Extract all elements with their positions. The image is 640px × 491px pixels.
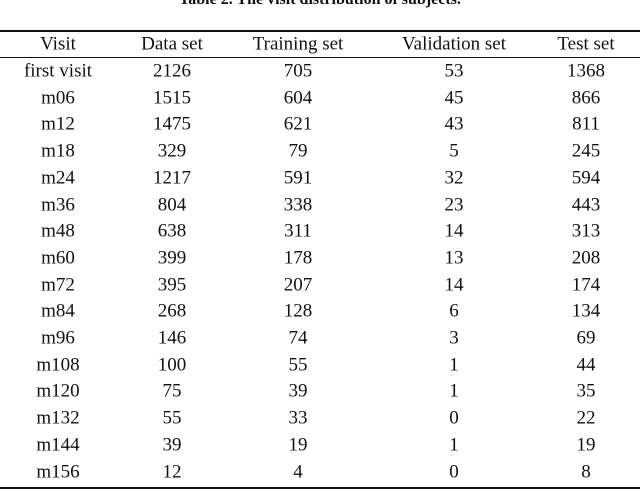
table-caption: Table 2. The visit distribution of subje… — [0, 0, 640, 9]
row-label: m12 — [41, 113, 75, 135]
header-rule — [0, 57, 640, 58]
table-cell: 1368 — [567, 60, 605, 82]
table-cell: 1 — [449, 380, 459, 402]
table-cell: 0 — [449, 407, 459, 429]
table-cell: 100 — [157, 354, 187, 376]
table-cell: 128 — [283, 300, 313, 322]
table-cell: 22 — [576, 407, 596, 429]
table-cell: 1 — [449, 434, 459, 456]
table-cell: 399 — [157, 247, 187, 269]
table-cell: 594 — [571, 167, 601, 189]
table-cell: 443 — [571, 194, 601, 215]
row-label: first visit — [23, 60, 93, 82]
column-header: Test set — [557, 33, 615, 55]
table-cell: 19 — [576, 434, 596, 456]
table-cell: 268 — [157, 300, 187, 322]
bottom-rule — [0, 487, 640, 489]
table-cell: 638 — [157, 220, 187, 242]
table-cell: 207 — [283, 274, 313, 296]
table-cell: 1475 — [153, 113, 191, 135]
table-cell: 591 — [283, 167, 313, 189]
table-cell: 44 — [576, 354, 596, 376]
table-cell: 174 — [571, 274, 601, 296]
row-label: m156 — [36, 461, 80, 482]
table-cell: 1515 — [153, 87, 191, 109]
row-label: m84 — [41, 300, 75, 322]
row-label: m72 — [41, 274, 75, 296]
row-label: m06 — [41, 87, 75, 109]
row-label: m120 — [36, 380, 80, 402]
table-cell: 1 — [449, 354, 459, 376]
table-cell: 6 — [449, 300, 459, 322]
table-cell: 12 — [162, 461, 182, 482]
table-cell: 178 — [283, 247, 313, 269]
table-cell: 35 — [576, 380, 596, 402]
table-cell: 395 — [157, 274, 187, 296]
column-header: Visit — [40, 33, 76, 55]
table-cell: 55 — [288, 354, 308, 376]
table-cell: 134 — [571, 300, 601, 322]
table-cell: 43 — [444, 113, 464, 135]
table-cell: 32 — [444, 167, 464, 189]
table-cell: 811 — [572, 113, 600, 135]
table-cell: 208 — [571, 247, 601, 269]
table-cell: 33 — [288, 407, 308, 429]
table-cell: 604 — [283, 87, 313, 109]
table-cell: 8 — [581, 461, 591, 482]
table-cell: 329 — [157, 140, 187, 162]
table-cell: 146 — [157, 327, 187, 349]
column-header: Training set — [252, 33, 344, 55]
row-label: m60 — [41, 247, 75, 269]
table-cell: 5 — [449, 140, 459, 162]
table-cell: 23 — [444, 194, 464, 215]
row-label: m96 — [41, 327, 75, 349]
table-cell: 75 — [162, 380, 182, 402]
table-cell: 0 — [449, 461, 459, 482]
table-cell: 313 — [571, 220, 601, 242]
table-cell: 705 — [283, 60, 313, 82]
row-label: m144 — [36, 434, 80, 456]
table-cell: 338 — [283, 194, 313, 215]
table-cell: 74 — [288, 327, 308, 349]
column-header: Validation set — [402, 33, 506, 55]
table-cell: 621 — [283, 113, 313, 135]
table-cell: 13 — [444, 247, 464, 269]
table-cell: 4 — [293, 461, 303, 482]
row-label: m36 — [41, 194, 75, 215]
table-cell: 53 — [444, 60, 464, 82]
table-cell: 19 — [288, 434, 308, 456]
table-cell: 55 — [162, 407, 182, 429]
table-cell: 39 — [162, 434, 182, 456]
table-cell: 311 — [284, 220, 312, 242]
table-cell: 39 — [288, 380, 308, 402]
row-label: m18 — [41, 140, 75, 162]
column-header: Data set — [141, 33, 203, 55]
table-cell: 2126 — [153, 60, 191, 82]
row-label: m24 — [41, 167, 75, 189]
top-rule — [0, 30, 640, 32]
table-cell: 245 — [571, 140, 601, 162]
table-cell: 79 — [288, 140, 308, 162]
table-cell: 866 — [571, 87, 601, 109]
table-cell: 14 — [444, 220, 464, 242]
table-cell: 3 — [449, 327, 459, 349]
row-label: m132 — [36, 407, 80, 429]
table-cell: 14 — [444, 274, 464, 296]
table-cell: 45 — [444, 87, 464, 109]
table-cell: 1217 — [153, 167, 191, 189]
row-label: m48 — [41, 220, 75, 242]
row-label: m108 — [36, 354, 80, 376]
table-cell: 69 — [576, 327, 596, 349]
table-cell: 804 — [157, 194, 187, 215]
